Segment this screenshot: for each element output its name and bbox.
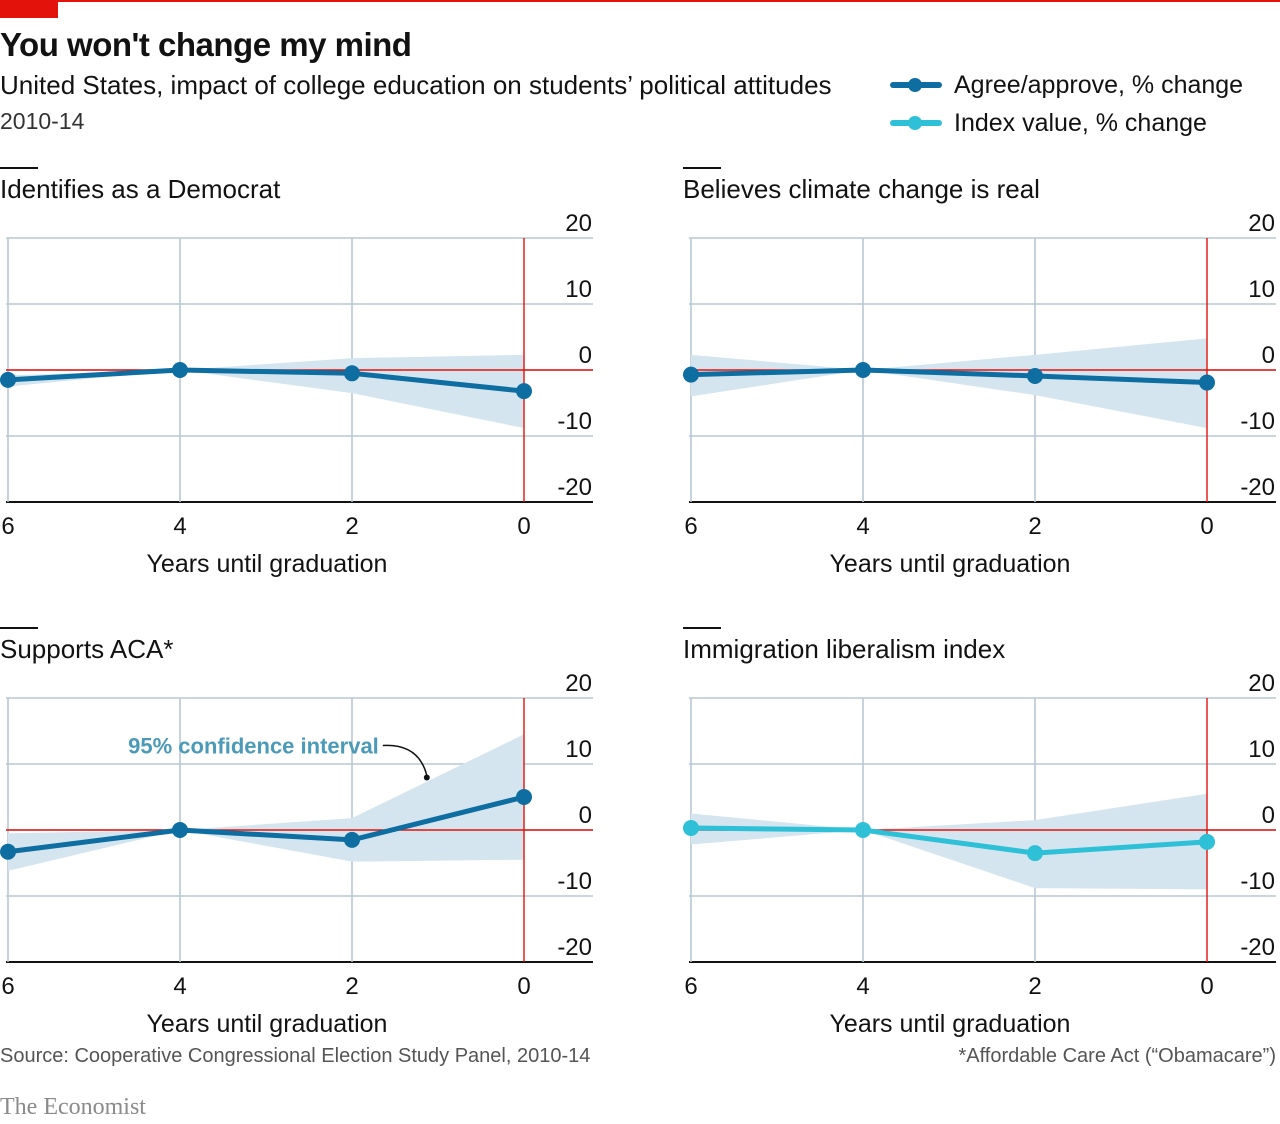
source-note: Source: Cooperative Congressional Electi…	[0, 1045, 591, 1067]
data-point	[172, 822, 188, 838]
series-line	[688, 825, 1210, 856]
annotation-label: 95% confidence interval	[128, 734, 379, 759]
y-tick-label: 20	[565, 670, 592, 697]
y-tick-label: 10	[1248, 736, 1275, 763]
chart-subtitle: United States, impact of college educati…	[0, 70, 832, 100]
data-point	[172, 362, 188, 378]
data-point	[0, 371, 16, 388]
legend-item-index: Index value, % change	[890, 104, 1243, 142]
annotation-pointer	[423, 774, 430, 781]
y-tick-label: 20	[1248, 670, 1275, 697]
y-tick-label: -10	[557, 408, 592, 435]
data-point	[855, 362, 871, 378]
x-tick-label: 4	[173, 513, 186, 540]
y-tick-label: -10	[1240, 408, 1275, 435]
legend-label: Agree/approve, % change	[954, 70, 1244, 99]
series-line	[5, 794, 527, 855]
x-tick-label: 4	[856, 513, 869, 540]
chart-panel: Immigration liberalism index20100-10-206…	[683, 627, 1276, 1038]
y-tick-label: 10	[565, 736, 592, 763]
x-tick-label: 4	[856, 973, 869, 1000]
panel-title: Immigration liberalism index	[683, 634, 1005, 664]
x-tick-label: 0	[1200, 973, 1213, 1000]
panel-title: Supports ACA*	[0, 634, 173, 664]
data-point	[1199, 833, 1215, 850]
y-tick-label: -20	[1240, 934, 1275, 961]
date-range: 2010-14	[0, 108, 85, 134]
legend-swatch-dark	[890, 78, 942, 92]
data-point	[516, 383, 532, 400]
x-axis-label: Years until graduation	[147, 1010, 388, 1038]
x-tick-label: 6	[1, 973, 14, 1000]
x-tick-label: 2	[345, 513, 358, 540]
y-tick-label: 0	[1262, 802, 1275, 829]
data-point	[344, 365, 360, 382]
y-tick-label: -10	[1240, 868, 1275, 895]
y-tick-label: 0	[579, 802, 592, 829]
x-tick-label: 6	[684, 973, 697, 1000]
legend-swatch-light	[890, 116, 942, 130]
x-axis-label: Years until graduation	[830, 550, 1071, 578]
data-point	[683, 366, 699, 383]
series-line	[5, 367, 527, 394]
x-tick-label: 0	[517, 513, 530, 540]
legend: Agree/approve, % change Index value, % c…	[890, 66, 1243, 142]
x-tick-label: 2	[1028, 973, 1041, 1000]
chart-title: You won't change my mind	[0, 26, 412, 63]
y-tick-label: 0	[1262, 342, 1275, 369]
series-line	[688, 367, 1210, 386]
data-point	[516, 789, 532, 805]
legend-label: Index value, % change	[954, 108, 1207, 137]
x-tick-label: 2	[345, 973, 358, 1000]
panel-title: Identifies as a Democrat	[0, 174, 281, 204]
data-point	[1027, 367, 1043, 384]
y-tick-label: 20	[565, 210, 592, 237]
economist-logo-text: The Economist	[0, 1094, 146, 1120]
panel-title: Believes climate change is real	[683, 174, 1040, 204]
y-tick-label: -10	[557, 868, 592, 895]
data-point	[855, 822, 871, 838]
data-point	[344, 831, 360, 848]
y-tick-label: -20	[1240, 474, 1275, 501]
x-tick-label: 6	[684, 513, 697, 540]
x-tick-label: 4	[173, 973, 186, 1000]
chart-panel: Believes climate change is real20100-10-…	[683, 167, 1276, 578]
data-point	[683, 820, 699, 837]
legend-item-agree: Agree/approve, % change	[890, 66, 1243, 104]
y-tick-label: 0	[579, 342, 592, 369]
data-point	[1199, 374, 1215, 391]
brand-tag	[0, 0, 58, 18]
confidence-band	[691, 338, 1207, 429]
annotation-leader	[382, 744, 428, 776]
data-point	[0, 843, 16, 860]
top-rule	[0, 0, 1280, 2]
y-tick-label: -20	[557, 474, 592, 501]
y-tick-label: 10	[565, 276, 592, 303]
x-tick-label: 6	[1, 513, 14, 540]
data-point	[1027, 845, 1043, 862]
x-axis-label: Years until graduation	[147, 550, 388, 578]
y-tick-label: -20	[557, 934, 592, 961]
y-tick-label: 10	[1248, 276, 1275, 303]
confidence-band	[8, 354, 524, 429]
x-tick-label: 2	[1028, 513, 1041, 540]
x-tick-label: 0	[1200, 513, 1213, 540]
footnote: *Affordable Care Act (“Obamacare”)	[958, 1045, 1276, 1067]
x-axis-label: Years until graduation	[830, 1010, 1071, 1038]
y-tick-label: 20	[1248, 210, 1275, 237]
x-tick-label: 0	[517, 973, 530, 1000]
